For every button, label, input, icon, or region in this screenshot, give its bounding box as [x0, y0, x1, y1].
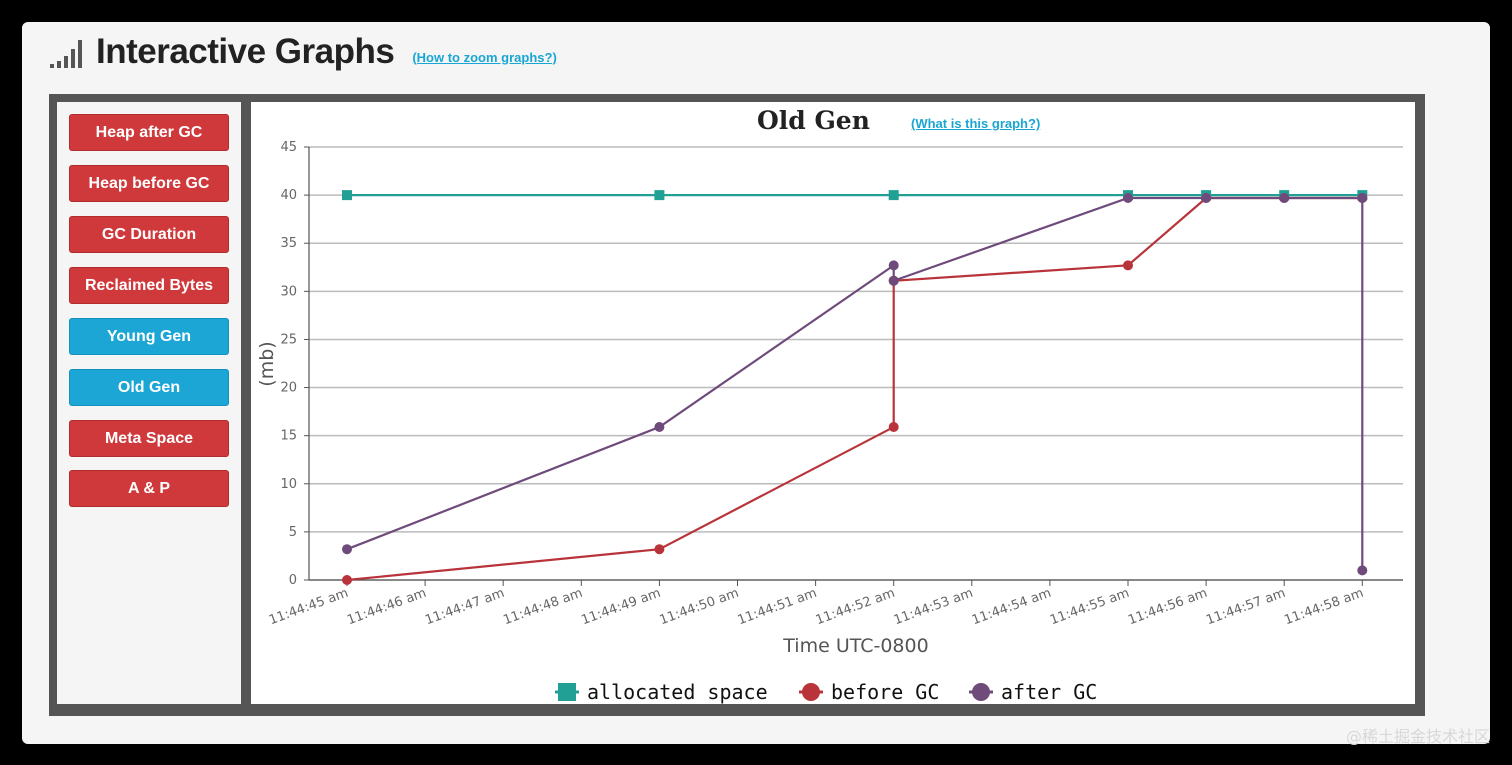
heap-after-gc-button[interactable]: Heap after GC — [69, 114, 229, 151]
data-point-before-gc[interactable] — [888, 422, 899, 433]
y-tick-label: 15 — [280, 429, 297, 444]
what-is-graph-link[interactable]: (What is this graph?) — [911, 116, 1041, 131]
data-point-after-gc[interactable] — [888, 260, 899, 271]
data-point-after-gc[interactable] — [654, 422, 665, 433]
data-point-allocated-space[interactable] — [342, 190, 352, 201]
zoom-help-link[interactable]: (How to zoom graphs?) — [412, 49, 557, 65]
page-header: Interactive Graphs (How to zoom graphs?) — [50, 32, 557, 72]
x-tick-label: 11:44:52 am — [814, 586, 897, 629]
data-point-before-gc[interactable] — [1123, 260, 1133, 271]
watermark: @稀土掘金技术社区 — [1345, 727, 1490, 746]
young-gen-button[interactable]: Young Gen — [69, 318, 229, 355]
x-tick-label: 11:44:53 am — [892, 586, 975, 629]
data-point-after-gc[interactable] — [888, 275, 899, 286]
legend-label-after-gc[interactable]: after GC — [1001, 680, 1097, 704]
x-tick-label: 11:44:54 am — [970, 586, 1053, 629]
x-tick-label: 11:44:55 am — [1048, 586, 1131, 629]
y-tick-label: 45 — [280, 140, 297, 155]
x-axis-label: Time UTC-0800 — [782, 635, 928, 657]
data-point-after-gc[interactable] — [1357, 565, 1368, 576]
data-point-after-gc[interactable] — [1123, 192, 1133, 203]
series-line-before-gc — [346, 196, 1363, 582]
data-point-allocated-space[interactable] — [654, 190, 665, 201]
y-tick-label: 40 — [280, 188, 297, 203]
data-point-after-gc[interactable] — [1279, 192, 1290, 203]
x-tick-label: 11:44:47 am — [423, 586, 506, 629]
x-tick-label: 11:44:48 am — [501, 586, 584, 629]
page-title: Interactive Graphs — [96, 32, 395, 71]
chart-title: Old Gen — [757, 106, 870, 135]
gc-duration-button[interactable]: GC Duration — [69, 216, 229, 253]
y-tick-label: 35 — [280, 236, 297, 251]
y-tick-label: 25 — [280, 332, 297, 347]
graphs-card: Interactive Graphs (How to zoom graphs?)… — [22, 22, 1490, 744]
signal-bars-icon — [50, 40, 82, 68]
x-tick-label: 11:44:58 am — [1282, 586, 1365, 629]
meta-space-button[interactable]: Meta Space — [69, 420, 229, 457]
y-tick-label: 20 — [280, 381, 297, 396]
chart-panel: 0 5 10 15 20 25 30 35 40 45 11:44:45 am 11:44:46 am… — [251, 102, 1415, 704]
x-tick-label: 11:44:46 am — [345, 586, 428, 629]
legend-label-before-gc[interactable]: before GC — [831, 680, 939, 704]
y-tick-label: 0 — [289, 573, 297, 588]
legend-label-allocated-space[interactable]: allocated space — [587, 680, 768, 704]
legend-marker-before-gc[interactable] — [802, 683, 820, 701]
reclaimed-bytes-button[interactable]: Reclaimed Bytes — [69, 267, 229, 304]
data-point-before-gc[interactable] — [342, 575, 352, 585]
y-axis-label: (mb) — [256, 341, 278, 386]
y-tick-label: 30 — [280, 284, 297, 299]
graph-selector-sidebar: Heap after GC Heap before GC GC Duration… — [57, 102, 241, 704]
x-tick-label: 11:44:57 am — [1204, 586, 1287, 629]
legend-marker-allocated-space[interactable] — [558, 683, 576, 701]
y-tick-label: 5 — [289, 525, 297, 540]
series-line-after-gc — [346, 196, 1364, 571]
x-tick-label: 11:44:49 am — [579, 586, 662, 629]
data-point-allocated-space[interactable] — [888, 190, 899, 201]
old-gen-button[interactable]: Old Gen — [69, 369, 229, 406]
graph-frame: Heap after GC Heap before GC GC Duration… — [49, 94, 1425, 716]
x-tick-label: 11:44:51 am — [736, 586, 819, 629]
data-point-after-gc[interactable] — [1357, 192, 1368, 203]
data-point-after-gc[interactable] — [342, 544, 352, 555]
heap-before-gc-button[interactable]: Heap before GC — [69, 165, 229, 202]
x-tick-label: 11:44:45 am — [267, 586, 350, 629]
y-tick-label: 10 — [280, 477, 297, 492]
a-and-p-button[interactable]: A & P — [69, 470, 229, 507]
x-tick-label: 11:44:50 am — [658, 586, 741, 629]
data-point-after-gc[interactable] — [1201, 192, 1212, 203]
legend-marker-after-gc[interactable] — [972, 683, 990, 701]
data-point-before-gc[interactable] — [654, 544, 665, 555]
x-tick-label: 11:44:56 am — [1126, 586, 1209, 629]
